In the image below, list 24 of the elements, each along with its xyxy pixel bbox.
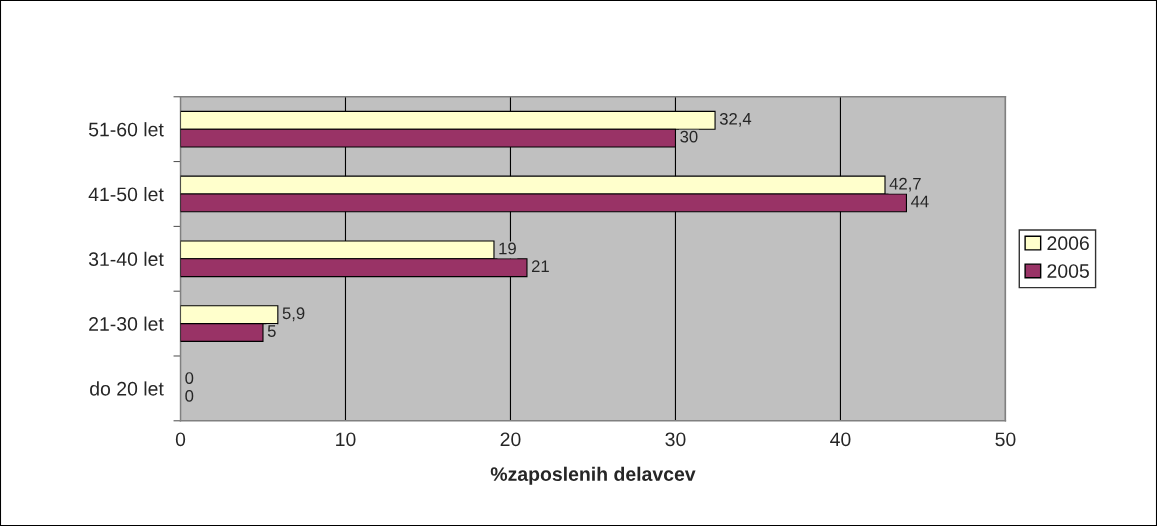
data-label: 0 — [185, 389, 194, 402]
x-tick-label: 50 — [995, 432, 1016, 447]
data-label: 21 — [531, 260, 549, 273]
x-tick-label: 30 — [665, 432, 686, 447]
x-axis-title: %zaposlenih delavcev — [490, 466, 696, 485]
x-tick-label: 10 — [336, 432, 356, 447]
x-tick-label: 40 — [830, 432, 851, 447]
legend-label: 2005 — [1047, 264, 1089, 278]
y-tick-label: 31-40 let — [88, 251, 164, 267]
y-tick-label: do 20 let — [90, 381, 164, 396]
data-label: 5 — [267, 325, 276, 337]
x-tick-label: 20 — [500, 432, 521, 447]
data-label: 19 — [499, 242, 516, 255]
data-label: 42,7 — [889, 177, 921, 192]
data-label: 0 — [185, 372, 194, 384]
data-label: 5,9 — [282, 307, 305, 322]
x-tick-label: 0 — [175, 432, 186, 447]
data-label: 32,4 — [719, 112, 752, 127]
data-label: 44 — [910, 195, 929, 208]
legend-label: 2006 — [1047, 236, 1089, 251]
y-tick-label: 51-60 let — [88, 122, 164, 137]
y-tick-label: 41-50 let — [88, 186, 164, 202]
y-tick-label: 21-30 let — [89, 316, 164, 331]
data-label: 30 — [680, 130, 698, 143]
